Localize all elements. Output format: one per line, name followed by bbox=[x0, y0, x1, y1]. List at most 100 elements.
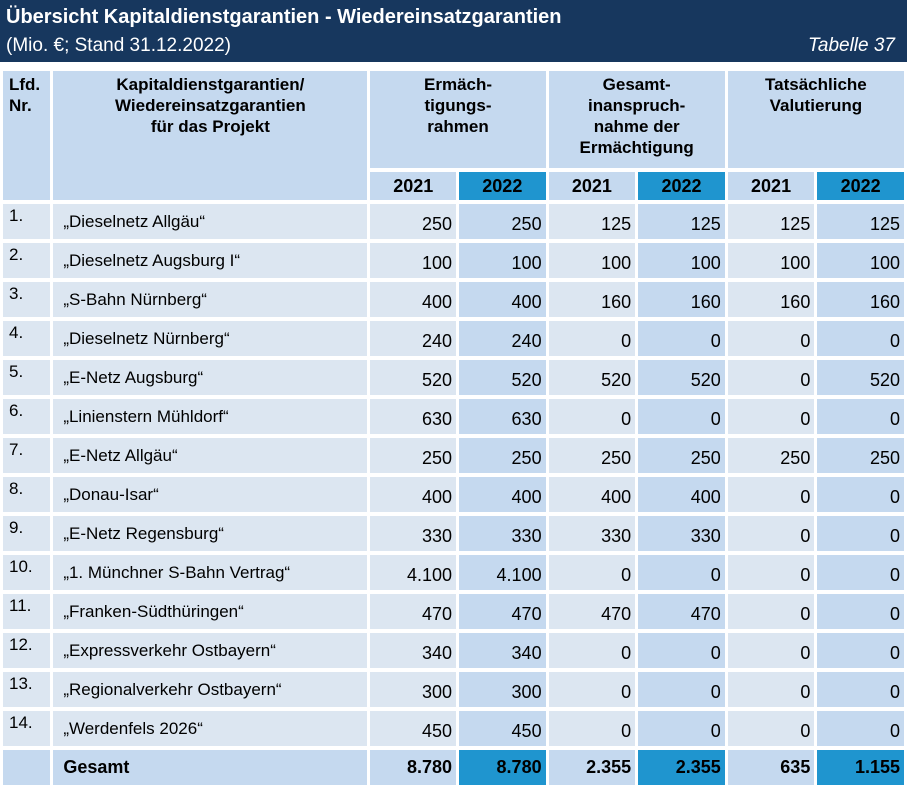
value-cell: 250 bbox=[459, 438, 546, 473]
value-cell: 100 bbox=[638, 243, 725, 278]
value-cell: 400 bbox=[370, 282, 457, 317]
row-number: 6. bbox=[3, 399, 51, 434]
table-title: Übersicht Kapitaldienstgarantien - Wiede… bbox=[6, 6, 562, 28]
value-cell: 240 bbox=[459, 321, 546, 356]
value-cell: 250 bbox=[370, 438, 457, 473]
value-cell: 0 bbox=[548, 711, 636, 746]
value-cell: 300 bbox=[459, 672, 546, 707]
value-cell: 0 bbox=[817, 477, 904, 512]
value-cell: 0 bbox=[638, 555, 725, 590]
value-cell: 125 bbox=[638, 204, 725, 239]
value-cell: 250 bbox=[459, 204, 546, 239]
project-name: „Franken-Südthüringen“ bbox=[53, 594, 368, 629]
value-cell: 300 bbox=[370, 672, 457, 707]
value-cell: 125 bbox=[817, 204, 904, 239]
value-cell: 0 bbox=[548, 321, 636, 356]
value-cell: 0 bbox=[638, 672, 725, 707]
value-cell: 520 bbox=[638, 360, 725, 395]
row-number: 2. bbox=[3, 243, 51, 278]
value-cell: 400 bbox=[459, 477, 546, 512]
table-row: 14. „Werdenfels 2026“ 450 450 0 0 0 0 bbox=[3, 711, 904, 746]
value-cell: 400 bbox=[548, 477, 636, 512]
row-number: 14. bbox=[3, 711, 51, 746]
row-number: 11. bbox=[3, 594, 51, 629]
value-cell: 450 bbox=[370, 711, 457, 746]
project-name: „E-Netz Allgäu“ bbox=[53, 438, 368, 473]
total-value-cell: 8.780 bbox=[459, 750, 546, 785]
row-number: 13. bbox=[3, 672, 51, 707]
year-header-2022: 2022 bbox=[459, 172, 546, 200]
table-row: 3. „S-Bahn Nürnberg“ 400 400 160 160 160… bbox=[3, 282, 904, 317]
value-cell: 0 bbox=[638, 633, 725, 668]
value-cell: 0 bbox=[727, 399, 815, 434]
value-cell: 160 bbox=[548, 282, 636, 317]
project-name: „E-Netz Augsburg“ bbox=[53, 360, 368, 395]
value-cell: 520 bbox=[817, 360, 904, 395]
year-header-2021: 2021 bbox=[548, 172, 636, 200]
project-name: „Linienstern Mühldorf“ bbox=[53, 399, 368, 434]
value-cell: 330 bbox=[370, 516, 457, 551]
value-cell: 470 bbox=[548, 594, 636, 629]
value-cell: 100 bbox=[727, 243, 815, 278]
project-name: „Werdenfels 2026“ bbox=[53, 711, 368, 746]
total-value-cell: 1.155 bbox=[817, 750, 904, 785]
value-cell: 125 bbox=[727, 204, 815, 239]
table-number: Tabelle 37 bbox=[808, 35, 895, 56]
table-row: 11. „Franken-Südthüringen“ 470 470 470 4… bbox=[3, 594, 904, 629]
total-value-cell: 8.780 bbox=[370, 750, 457, 785]
value-cell: 520 bbox=[459, 360, 546, 395]
total-value-cell: 635 bbox=[727, 750, 815, 785]
value-cell: 400 bbox=[370, 477, 457, 512]
value-cell: 470 bbox=[638, 594, 725, 629]
value-cell: 0 bbox=[817, 711, 904, 746]
table-row: 5. „E-Netz Augsburg“ 520 520 520 520 0 5… bbox=[3, 360, 904, 395]
value-cell: 520 bbox=[370, 360, 457, 395]
row-number: 10. bbox=[3, 555, 51, 590]
value-cell: 250 bbox=[638, 438, 725, 473]
value-cell: 330 bbox=[638, 516, 725, 551]
row-number: 5. bbox=[3, 360, 51, 395]
value-cell: 125 bbox=[548, 204, 636, 239]
value-cell: 0 bbox=[638, 321, 725, 356]
table-row: 2. „Dieselnetz Augsburg I“ 100 100 100 1… bbox=[3, 243, 904, 278]
value-cell: 470 bbox=[370, 594, 457, 629]
value-cell: 0 bbox=[548, 399, 636, 434]
value-cell: 0 bbox=[727, 633, 815, 668]
table-title-bar: Übersicht Kapitaldienstgarantien - Wiede… bbox=[0, 0, 907, 62]
value-cell: 330 bbox=[548, 516, 636, 551]
year-header-2021: 2021 bbox=[727, 172, 815, 200]
table-row: 6. „Linienstern Mühldorf“ 630 630 0 0 0 … bbox=[3, 399, 904, 434]
value-cell: 340 bbox=[370, 633, 457, 668]
project-name: „S-Bahn Nürnberg“ bbox=[53, 282, 368, 317]
table-row: 13. „Regionalverkehr Ostbayern“ 300 300 … bbox=[3, 672, 904, 707]
value-cell: 0 bbox=[727, 555, 815, 590]
year-header-2022: 2022 bbox=[638, 172, 725, 200]
row-number: 1. bbox=[3, 204, 51, 239]
value-cell: 100 bbox=[459, 243, 546, 278]
value-cell: 0 bbox=[727, 672, 815, 707]
col-header-ermaechtigungsrahmen: Ermäch-tigungs-rahmen bbox=[370, 71, 546, 168]
row-number: 7. bbox=[3, 438, 51, 473]
value-cell: 450 bbox=[459, 711, 546, 746]
value-cell: 0 bbox=[727, 594, 815, 629]
value-cell: 400 bbox=[459, 282, 546, 317]
col-header-valutierung: Tatsächliche Valutierung bbox=[727, 71, 904, 168]
value-cell: 0 bbox=[727, 477, 815, 512]
value-cell: 4.100 bbox=[370, 555, 457, 590]
value-cell: 4.100 bbox=[459, 555, 546, 590]
value-cell: 160 bbox=[817, 282, 904, 317]
table-row: 4. „Dieselnetz Nürnberg“ 240 240 0 0 0 0 bbox=[3, 321, 904, 356]
project-name: „Dieselnetz Nürnberg“ bbox=[53, 321, 368, 356]
value-cell: 0 bbox=[727, 711, 815, 746]
value-cell: 0 bbox=[727, 321, 815, 356]
row-number: 3. bbox=[3, 282, 51, 317]
value-cell: 0 bbox=[727, 516, 815, 551]
project-name: „E-Netz Regensburg“ bbox=[53, 516, 368, 551]
project-name: „Expressverkehr Ostbayern“ bbox=[53, 633, 368, 668]
value-cell: 0 bbox=[817, 516, 904, 551]
project-name: „Dieselnetz Augsburg I“ bbox=[53, 243, 368, 278]
value-cell: 330 bbox=[459, 516, 546, 551]
project-name: „Donau-Isar“ bbox=[53, 477, 368, 512]
value-cell: 470 bbox=[459, 594, 546, 629]
value-cell: 0 bbox=[817, 594, 904, 629]
